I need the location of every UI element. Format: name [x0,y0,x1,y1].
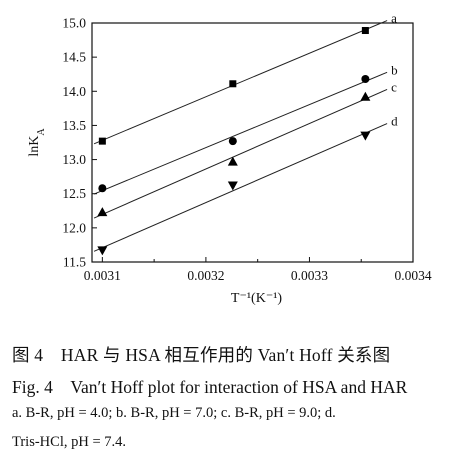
series-label-a: a [391,11,397,26]
y-tick-label: 15.0 [62,16,86,31]
plot-frame [91,22,414,263]
marker-a [229,80,237,88]
marker-d [97,246,108,256]
marker-a [361,27,369,35]
fit-line-b [93,71,388,195]
series-label-c: c [391,79,397,94]
fit-line-c [93,88,388,219]
marker-d [227,181,238,191]
y-tick-label: 14.0 [62,84,86,99]
marker-c [227,156,238,166]
y-axis-title: lnKA [27,128,47,157]
x-axis-title: T⁻¹(K⁻¹) [231,291,282,306]
series-label-b: b [391,62,398,77]
y-tick-label: 11.5 [63,255,86,270]
series-tags: a bc d [391,11,398,129]
marker-b [361,74,370,83]
data-markers [97,27,371,256]
series-label-d: d [391,114,398,129]
axis-titles: T⁻¹(K⁻¹) lnKA [27,128,282,306]
y-tick-label: 12.5 [62,186,86,201]
figure-note-line-1: a. B-R, pH = 4.0; b. B-R, pH = 7.0; c. B… [12,405,336,421]
marker-b [98,184,107,193]
y-tick-label: 13.0 [62,152,86,167]
marker-a [98,137,106,145]
x-tick-label: 0.0031 [84,268,121,283]
fit-line-a [93,20,388,145]
marker-c [97,207,108,217]
y-tick-label: 13.5 [62,118,86,133]
figure-caption-english: Fig. 4 Van′t Hoff plot for interaction o… [12,377,408,397]
figure-caption-chinese: 图 4 HAR 与 HSA 相互作用的 Van′t Hoff 关系图 [12,345,391,365]
fit-lines [93,20,388,252]
axis-ticks: 0.0031 0.0032 0.0033 0.0034 11.5 12.0 12.5 13.0… [62,16,431,284]
x-tick-label: 0.0032 [187,268,224,283]
plot-area-border [91,22,414,263]
x-tick-label: 0.0034 [394,268,431,283]
y-tick-label: 14.5 [62,50,86,65]
x-tick-label: 0.0033 [291,268,328,283]
fit-line-d [93,123,388,252]
figure-note-line-2: Tris-HCl, pH = 7.4. [12,434,126,450]
marker-b [228,137,237,146]
y-tick-label: 12.0 [62,220,86,235]
marker-d [360,131,371,141]
marker-c [360,91,371,101]
